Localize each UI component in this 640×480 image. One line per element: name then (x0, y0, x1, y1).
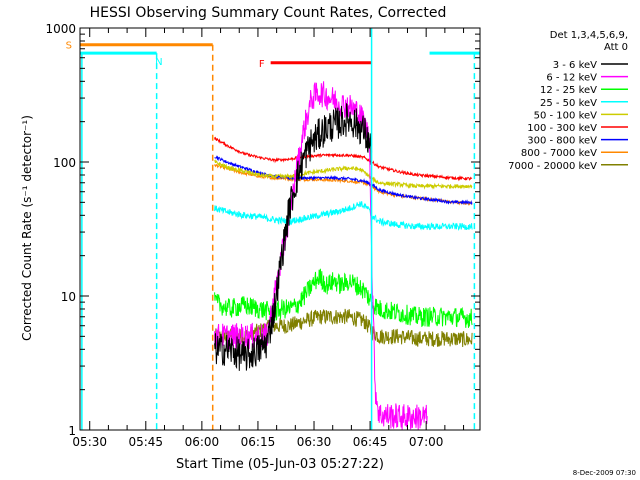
legend-label: 3 - 6 keV (553, 60, 597, 71)
series-line-50-100-kev (214, 158, 473, 190)
legend-label: 100 - 300 keV (527, 123, 597, 134)
x-tick-label: 06:30 (297, 435, 332, 449)
legend-label: 50 - 100 keV (534, 110, 598, 121)
plot-frame (79, 27, 481, 431)
series-line-3-6-kev (214, 102, 373, 371)
x-tick-label: 06:45 (353, 435, 388, 449)
series-line-25-50-kev (214, 201, 473, 231)
x-tick-label: 05:30 (72, 435, 107, 449)
y-tick-label: 1 (68, 424, 76, 438)
x-axis-label: Start Time (05-Jun-03 05:27:22) (176, 457, 384, 472)
chart-title: HESSI Observing Summary Count Rates, Cor… (90, 5, 447, 21)
series-line-100-300-kev (214, 136, 473, 182)
legend-label: 800 - 7000 keV (521, 148, 597, 159)
date-stamp: 8-Dec-2009 07:30 (573, 469, 636, 477)
flag-letter-n: N (155, 57, 162, 68)
y-tick-label: 1000 (45, 22, 76, 36)
y-tick-label: 10 (61, 290, 76, 304)
y-axis-label: Corrected Count Rate (s⁻¹ detector⁻¹) (20, 115, 34, 341)
plot-area: S N F 1 10 100 1000 05:30 05:45 06:00 06:15 06:30 06… (45, 22, 481, 449)
legend-label: 12 - 25 keV (540, 85, 597, 96)
legend-label: 6 - 12 keV (546, 73, 597, 84)
series-line-300-800-kev (214, 155, 473, 206)
x-tick-label: 07:00 (409, 435, 444, 449)
flag-letter-s: S (66, 41, 72, 52)
flag-letter-f: F (259, 59, 265, 70)
data-layer (80, 28, 480, 430)
legend-label: 300 - 800 keV (527, 136, 597, 147)
legend-header-line-1: Det 1,3,4,5,6,9, (550, 30, 628, 41)
x-tick-label: 06:15 (241, 435, 276, 449)
series-line-12-25-kev (214, 268, 473, 328)
legend-label: 25 - 50 keV (540, 98, 597, 109)
series-line-6-12-kev (214, 81, 428, 430)
x-tick-label: 05:45 (128, 435, 163, 449)
y-tick-label: 100 (53, 156, 76, 170)
legend-label: 7000 - 20000 keV (508, 161, 597, 172)
legend-header-line-2: Att 0 (604, 42, 628, 53)
x-tick-label: 06:00 (185, 435, 220, 449)
